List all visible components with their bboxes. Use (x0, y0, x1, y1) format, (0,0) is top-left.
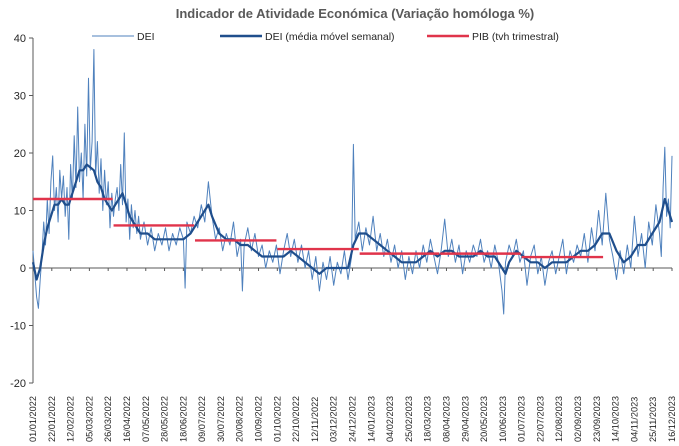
x-tick-label: 09/07/2022 (197, 396, 207, 442)
x-tick-label: 22/01/2022 (47, 396, 57, 442)
x-tick-label: 25/11/2023 (648, 397, 658, 442)
x-tick-label: 26/03/2022 (103, 396, 113, 442)
chart-title: Indicador de Atividade Económica (Variaç… (176, 6, 535, 21)
x-tick-label: 29/04/2023 (460, 396, 470, 442)
legend: DEI DEI (média móvel semanal) PIB (tvh t… (92, 31, 559, 43)
x-tick-label: 02/09/2023 (573, 396, 583, 442)
x-tick-label: 25/02/2023 (404, 396, 414, 442)
x-tick-label: 01/01/2022 (28, 396, 38, 442)
legend-label-dei: DEI (137, 31, 155, 43)
x-tick-label: 10/09/2022 (254, 396, 264, 442)
x-tick-label: 14/01/2023 (366, 396, 376, 442)
y-tick-label: 30 (14, 91, 26, 103)
legend-label-pib: PIB (tvh trimestral) (472, 31, 559, 43)
x-tick-label: 08/04/2023 (441, 396, 451, 442)
x-tick-label: 28/05/2022 (160, 396, 170, 442)
x-tick-label: 04/02/2023 (385, 396, 395, 442)
x-tick-label: 01/07/2023 (517, 396, 527, 442)
x-tick-label: 16/04/2022 (122, 396, 132, 442)
x-tick-label: 12/02/2022 (66, 396, 76, 442)
x-tick-label: 24/12/2022 (348, 396, 358, 442)
x-tick-label: 05/03/2022 (84, 396, 94, 442)
y-tick-label: -10 (10, 321, 26, 333)
x-tick-label: 01/10/2022 (272, 396, 282, 442)
y-tick-label: 0 (20, 263, 26, 275)
x-tick-label: 12/11/2022 (310, 397, 320, 442)
x-tick-label: 22/07/2023 (535, 396, 545, 442)
y-tick-label: -20 (10, 378, 26, 390)
y-tick-label: 10 (14, 206, 26, 218)
x-tick-label: 07/05/2022 (141, 396, 151, 442)
x-tick-label: 23/09/2023 (592, 396, 602, 442)
x-tick-label: 12/08/2023 (554, 396, 564, 442)
plot-area: -20 -10 0 10 20 30 40 01/01/2022 22/01/2022 12/02… (10, 33, 677, 442)
x-tick-label: 03/12/2022 (329, 396, 339, 442)
x-tick-label: 20/05/2023 (479, 396, 489, 442)
x-tick-label: 22/10/2022 (291, 396, 301, 442)
y-tick-label: 40 (14, 33, 26, 45)
x-tick-label: 20/08/2022 (235, 396, 245, 442)
x-tick-label: 16/12/2023 (667, 396, 677, 442)
legend-label-dei-moving-average: DEI (média móvel semanal) (265, 31, 395, 43)
y-tick-label: 20 (14, 148, 26, 160)
x-tick-label: 10/06/2023 (498, 396, 508, 442)
series-line-dei-moving-average (31, 163, 674, 281)
series-line-dei (32, 49, 673, 315)
x-tick-label: 14/10/2023 (611, 396, 621, 442)
x-tick-label: 04/11/2023 (629, 397, 639, 442)
x-tick-label: 30/07/2022 (216, 396, 226, 442)
x-tick-label: 18/06/2022 (178, 396, 188, 442)
x-tick-label: 18/03/2023 (423, 396, 433, 442)
